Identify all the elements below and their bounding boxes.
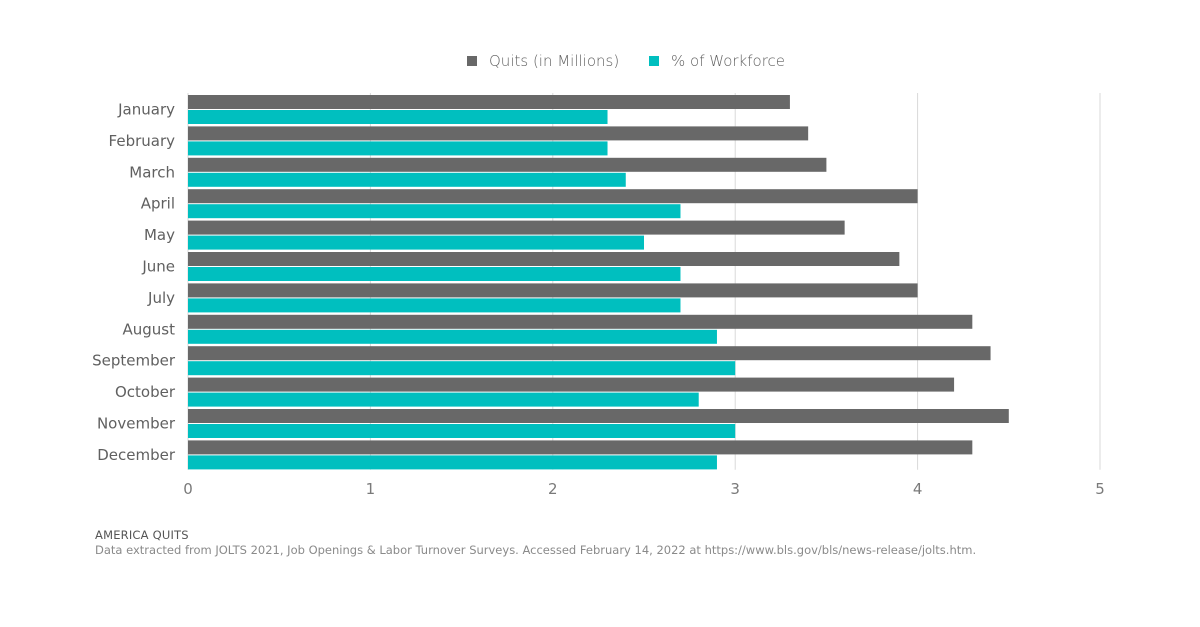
chart-footer: AMERICA QUITS Data extracted from JOLTS … [95,528,976,558]
category-label-september: September [92,352,176,370]
category-label-june: June [141,258,175,276]
category-label-july: July [147,289,175,307]
category-labels: January February March April May June July Augu… [92,101,176,464]
bar-february-series-0 [188,126,809,141]
category-label-january: January [117,101,175,119]
bar-july-series-1 [188,298,681,313]
x-tick-label-1: 1 [366,480,376,498]
x-tick-label-2: 2 [548,480,558,498]
x-tick-label-0: 0 [183,480,193,498]
bar-april-series-1 [188,204,681,219]
bar-may-series-1 [188,235,644,250]
bar-june-series-1 [188,267,681,281]
legend: Quits (in Millions) % of Workforce [467,52,785,70]
legend-swatch-0 [467,56,477,66]
bar-january-series-1 [188,110,608,124]
bar-november-series-0 [188,409,1009,423]
bar-june-series-0 [188,252,900,266]
bar-october-series-0 [188,377,955,392]
bar-february-series-1 [188,141,608,156]
bar-december-series-0 [188,440,973,455]
bar-march-series-1 [188,172,626,187]
bar-september-series-1 [188,361,736,376]
bar-may-series-0 [188,220,845,235]
bar-july-series-0 [188,283,918,298]
bars [188,95,1009,470]
gridlines [187,93,1101,470]
category-label-august: August [123,320,176,338]
category-label-may: May [144,226,175,244]
bar-august-series-1 [188,329,717,344]
x-tick-label-5: 5 [1095,480,1105,498]
legend-swatch-1 [649,56,659,66]
category-label-march: March [129,163,175,181]
bar-august-series-0 [188,314,973,329]
bar-march-series-0 [188,157,827,172]
category-label-december: December [97,446,176,464]
bar-october-series-1 [188,392,699,407]
category-label-november: November [97,415,176,433]
bar-september-series-0 [188,346,991,361]
legend-label-1: % of Workforce [671,52,785,70]
footer-source: Data extracted from JOLTS 2021, Job Open… [95,543,977,557]
category-label-october: October [115,383,176,401]
x-axis-ticks: 0 1 2 3 4 5 [183,480,1105,498]
bar-november-series-1 [188,424,736,438]
legend-label-0: Quits (in Millions) [489,52,619,70]
x-tick-label-4: 4 [913,480,923,498]
bar-april-series-0 [188,189,918,204]
x-tick-label-3: 3 [730,480,740,498]
bar-january-series-0 [188,95,790,109]
category-label-february: February [109,132,176,150]
category-label-april: April [141,195,175,213]
footer-title: AMERICA QUITS [95,528,189,542]
bar-december-series-1 [188,455,717,470]
